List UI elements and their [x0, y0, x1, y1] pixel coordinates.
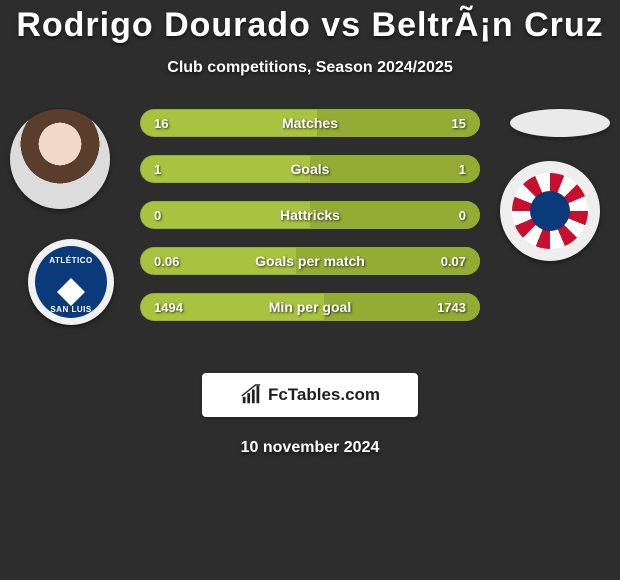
stat-value-right: 15	[452, 116, 466, 131]
stat-row: 16Matches15	[140, 109, 480, 137]
stat-value-right: 0.07	[441, 254, 466, 269]
stat-value-right: 0	[459, 208, 466, 223]
club-left-badge: ATLÉTICO SAN LUIS	[28, 239, 114, 325]
club-right-badge-inner	[512, 173, 588, 249]
chart-icon	[240, 384, 262, 406]
club-left-name-bottom: SAN LUIS	[50, 305, 91, 314]
club-left-name-top: ATLÉTICO	[49, 256, 92, 265]
stat-row: 1Goals1	[140, 155, 480, 183]
watermark-text: FcTables.com	[268, 385, 380, 405]
stat-row: 0Hattricks0	[140, 201, 480, 229]
comparison-area: ATLÉTICO SAN LUIS 16Matches15 1Goals1 0Hat…	[0, 109, 620, 369]
watermark: FcTables.com	[202, 373, 418, 417]
stat-label: Goals	[140, 161, 480, 177]
player-right-placeholder	[510, 109, 610, 137]
stat-row: 0.06Goals per match0.07	[140, 247, 480, 275]
stat-label: Matches	[140, 115, 480, 131]
club-left-badge-inner: ATLÉTICO SAN LUIS	[35, 246, 107, 318]
page-title: Rodrigo Dourado vs BeltrÃ¡n Cruz	[0, 0, 620, 45]
subtitle: Club competitions, Season 2024/2025	[0, 59, 620, 77]
stat-bars: 16Matches15 1Goals1 0Hattricks0 0.06Goals p…	[140, 109, 480, 339]
stat-label: Min per goal	[140, 299, 480, 315]
stat-value-right: 1743	[437, 300, 466, 315]
stat-label: Goals per match	[140, 253, 480, 269]
player-left-photo	[10, 109, 110, 209]
stat-label: Hattricks	[140, 207, 480, 223]
club-right-badge	[500, 161, 600, 261]
stat-row: 1494Min per goal1743	[140, 293, 480, 321]
stat-value-right: 1	[459, 162, 466, 177]
date: 10 november 2024	[0, 439, 620, 457]
